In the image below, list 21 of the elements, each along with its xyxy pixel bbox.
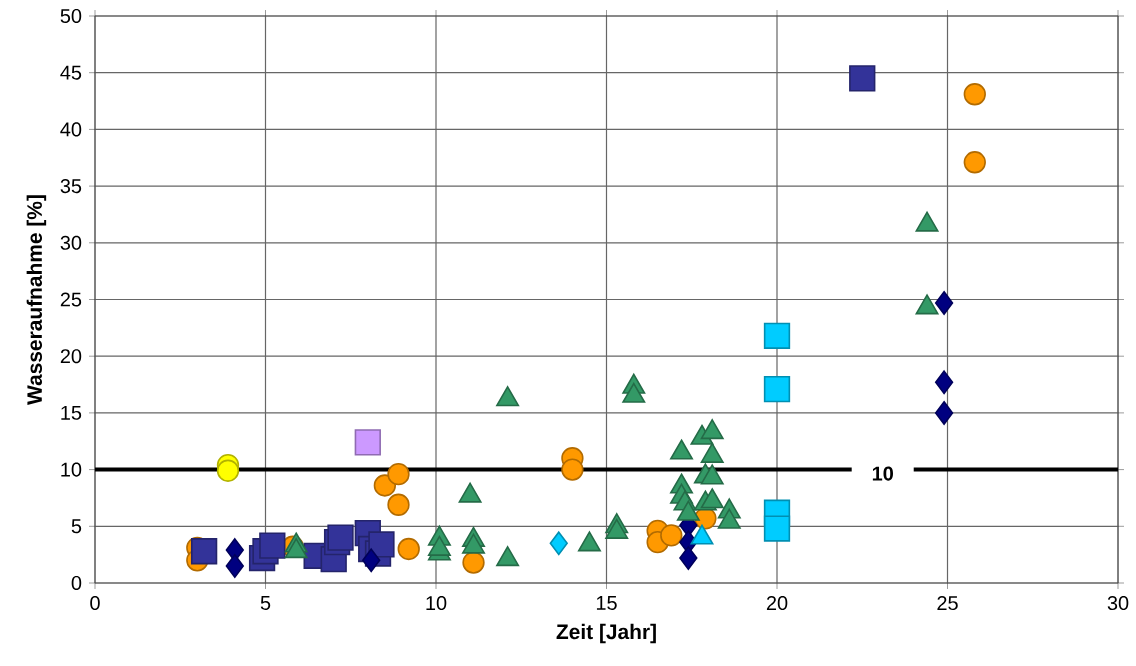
y-tick-label: 25 (60, 292, 82, 307)
x-tick-label: 5 (260, 596, 271, 610)
y-tick-label: 45 (60, 65, 82, 80)
y-tick-label: 10 (61, 462, 82, 477)
x-tick-label: 15 (596, 596, 617, 610)
x-tick-label: 20 (766, 596, 788, 611)
y-tick-label: 0 (71, 575, 82, 591)
x-tick-label: 30 (1107, 596, 1129, 611)
y-tick-label: 5 (71, 519, 82, 534)
y-tick-label: 30 (60, 235, 82, 250)
y-axis-title: Wasseraufnahme [%] (26, 195, 47, 405)
x-axis-title: Zeit [Jahr] (556, 623, 656, 644)
y-tick-label: 20 (60, 349, 82, 364)
ref-line-label: 10 (872, 466, 893, 481)
y-tick-label: 50 (60, 8, 82, 24)
y-tick-label: 35 (60, 179, 82, 194)
x-tick-label: 25 (937, 596, 958, 611)
x-tick-label: 0 (90, 596, 100, 611)
x-tick-label: 10 (426, 596, 447, 611)
y-tick-label: 15 (61, 405, 82, 420)
y-tick-label: 40 (60, 122, 82, 137)
